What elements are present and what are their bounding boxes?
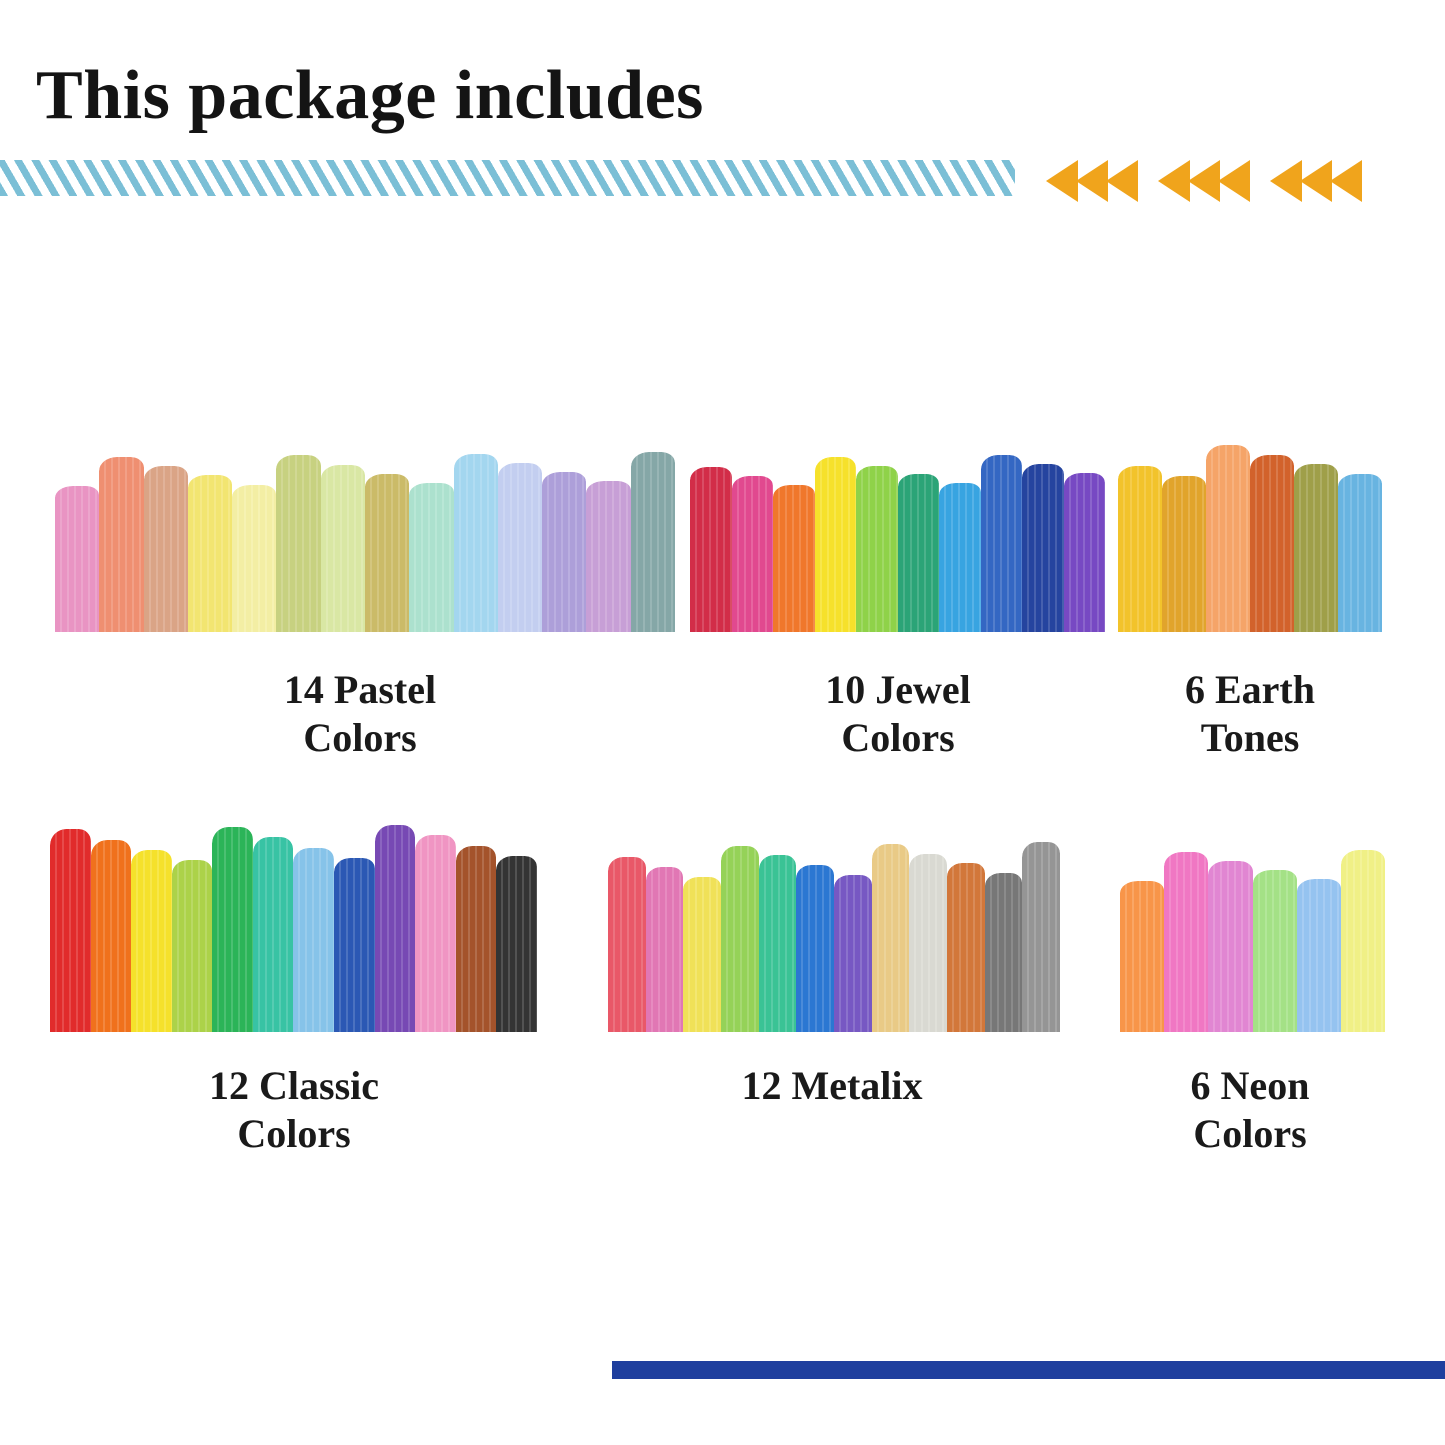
color-swatch — [796, 865, 835, 1032]
color-swatch — [90, 839, 132, 1032]
swatch-group-classic — [50, 825, 537, 1032]
label-line: 14 Pastel — [283, 667, 437, 712]
triple-arrow-icon — [1046, 160, 1138, 202]
color-swatch — [1022, 463, 1064, 632]
label-line: Colors — [303, 715, 417, 760]
color-swatch — [293, 847, 335, 1032]
color-swatch — [897, 474, 939, 632]
color-swatch — [683, 876, 722, 1032]
swatch-row — [1118, 437, 1382, 632]
group-label-earth: 6 Earth Tones — [1110, 666, 1390, 762]
page-title: This package includes — [36, 57, 704, 134]
color-swatch — [1208, 860, 1253, 1032]
triple-arrow-icon — [1270, 160, 1362, 202]
color-swatch — [947, 863, 985, 1032]
color-swatch — [320, 464, 365, 632]
color-swatch — [1120, 881, 1165, 1032]
color-swatch — [99, 457, 144, 632]
color-swatch — [409, 482, 454, 632]
triple-arrow-icon — [1158, 160, 1250, 202]
color-swatch — [909, 853, 948, 1032]
color-swatch — [1206, 444, 1250, 632]
swatch-row — [1120, 848, 1386, 1032]
color-swatch — [1164, 851, 1209, 1032]
color-swatch — [496, 856, 537, 1032]
label-line: 12 Classic — [209, 1063, 379, 1108]
label-line: Colors — [841, 715, 955, 760]
color-swatch — [497, 462, 543, 632]
color-swatch — [415, 835, 456, 1032]
group-label-jewel: 10 Jewel Colors — [738, 666, 1058, 762]
color-swatch — [1338, 474, 1382, 632]
color-swatch — [364, 473, 410, 632]
color-swatch — [455, 845, 497, 1032]
label-line: Colors — [1193, 1111, 1307, 1156]
color-swatch — [871, 843, 910, 1032]
color-swatch — [721, 845, 759, 1032]
label-line: Colors — [237, 1111, 351, 1156]
color-swatch — [731, 476, 773, 632]
group-label-metalix: 12 Metalix — [672, 1062, 992, 1110]
color-swatch — [1340, 849, 1386, 1032]
label-line: 6 Neon — [1190, 1063, 1310, 1108]
color-swatch — [55, 486, 100, 632]
color-swatch — [187, 475, 233, 632]
label-line: Tones — [1200, 715, 1300, 760]
swatch-row — [50, 825, 537, 1032]
color-swatch — [374, 825, 416, 1032]
swatch-row — [55, 450, 675, 632]
color-swatch — [252, 837, 294, 1032]
color-swatch — [276, 455, 321, 632]
color-swatch — [758, 855, 797, 1032]
swatch-group-pastel — [55, 450, 675, 632]
color-swatch — [1118, 466, 1162, 632]
color-swatch — [1294, 464, 1338, 632]
color-swatch — [542, 471, 587, 632]
group-label-neon: 6 Neon Colors — [1110, 1062, 1390, 1158]
color-swatch — [171, 860, 213, 1032]
swatch-row — [608, 838, 1061, 1032]
color-swatch — [1022, 841, 1061, 1032]
color-swatch — [453, 453, 498, 632]
swatch-group-neon — [1120, 848, 1386, 1032]
color-swatch — [630, 451, 675, 632]
color-swatch — [1063, 472, 1105, 632]
color-swatch — [1250, 454, 1294, 632]
color-swatch — [645, 867, 684, 1032]
swatch-row — [690, 455, 1105, 632]
color-swatch — [984, 872, 1023, 1032]
color-swatch — [690, 467, 732, 632]
swatch-group-metalix — [608, 838, 1061, 1032]
label-line: 12 Metalix — [741, 1063, 923, 1108]
color-swatch — [939, 483, 981, 632]
color-swatch — [143, 466, 188, 632]
group-label-pastel: 14 Pastel Colors — [200, 666, 520, 762]
color-swatch — [1296, 879, 1341, 1032]
color-swatch — [212, 827, 253, 1032]
color-swatch — [1162, 476, 1206, 632]
label-line: 10 Jewel — [825, 667, 971, 712]
color-swatch — [586, 480, 631, 632]
arrow-decoration — [1046, 160, 1362, 202]
striped-divider — [0, 160, 1015, 196]
color-swatch — [834, 874, 872, 1032]
color-swatch — [773, 485, 815, 632]
bottom-accent-line — [612, 1361, 1445, 1379]
color-swatch — [814, 456, 856, 632]
color-swatch — [856, 465, 898, 632]
color-swatch — [131, 849, 172, 1032]
color-swatch — [50, 829, 91, 1032]
color-swatch — [608, 857, 646, 1032]
swatch-group-earth — [1118, 437, 1382, 632]
swatch-group-jewel — [690, 455, 1105, 632]
color-swatch — [980, 455, 1022, 632]
color-swatch — [334, 858, 375, 1032]
label-line: 6 Earth — [1185, 667, 1315, 712]
color-swatch — [232, 484, 277, 632]
color-swatch — [1252, 870, 1297, 1032]
group-label-classic: 12 Classic Colors — [134, 1062, 454, 1158]
